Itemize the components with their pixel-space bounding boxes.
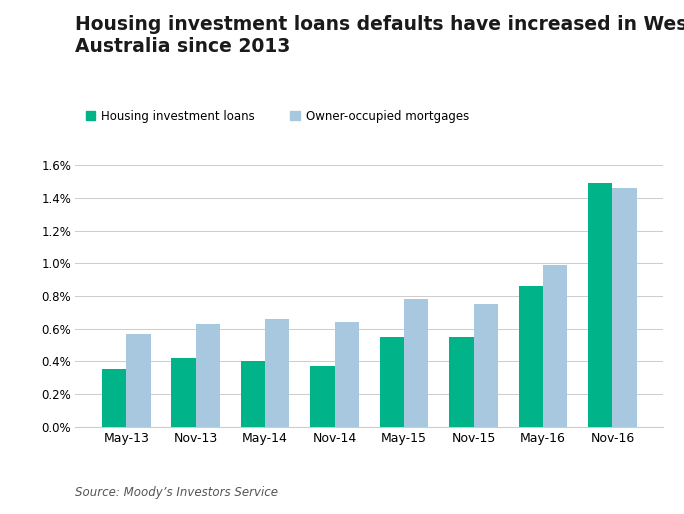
Text: Housing investment loans defaults have increased in Western
Australia since 2013: Housing investment loans defaults have i… [75, 15, 684, 57]
Bar [380, 337, 404, 427]
Bar [473, 304, 498, 427]
Bar [127, 334, 150, 427]
Bar [265, 319, 289, 427]
Bar [311, 366, 334, 427]
Bar [196, 324, 220, 427]
Bar [241, 361, 265, 427]
Bar [172, 358, 196, 427]
Bar [612, 188, 637, 427]
Bar [334, 322, 359, 427]
Bar [543, 265, 567, 427]
Legend: Housing investment loans, Owner-occupied mortgages: Housing investment loans, Owner-occupied… [81, 105, 474, 127]
Bar [102, 370, 127, 427]
Text: Source: Moody’s Investors Service: Source: Moody’s Investors Service [75, 486, 278, 499]
Bar [449, 337, 473, 427]
Bar [588, 183, 612, 427]
Bar [518, 286, 543, 427]
Bar [404, 299, 428, 427]
